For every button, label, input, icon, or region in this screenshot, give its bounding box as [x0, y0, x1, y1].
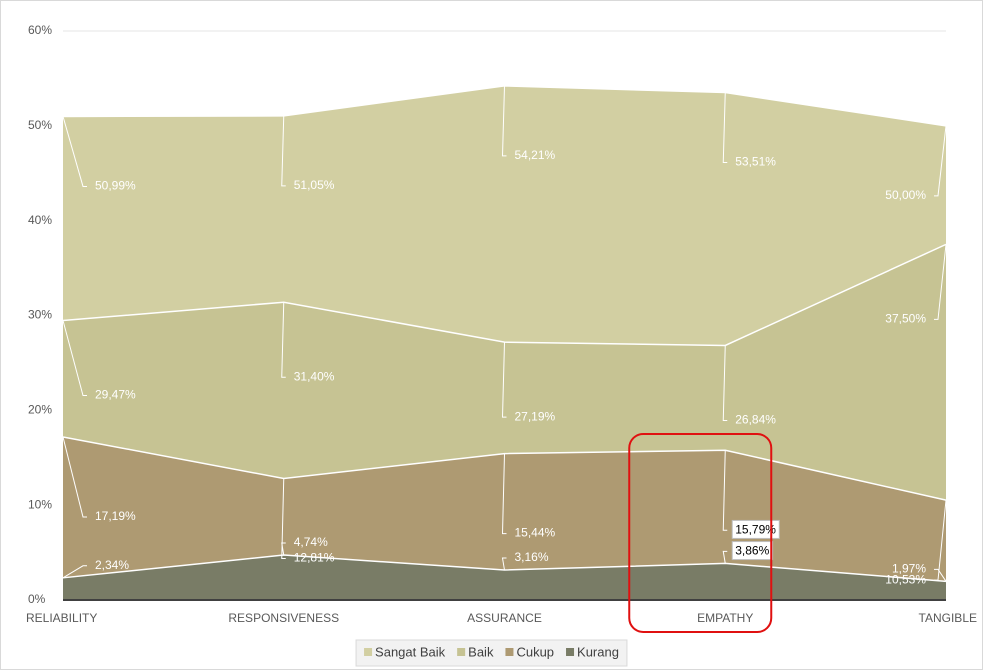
legend-label: Cukup — [516, 644, 554, 659]
x-tick-label: EMPATHY — [697, 611, 753, 625]
data-label: 12,81% — [294, 551, 335, 565]
y-tick-label: 0% — [28, 592, 46, 606]
leader-line — [501, 557, 507, 571]
x-tick-label: TANGIBLE — [919, 611, 977, 625]
data-label: 26,84% — [735, 413, 776, 427]
label-box — [731, 541, 774, 561]
label-box — [731, 519, 780, 539]
legend-label: Baik — [468, 644, 494, 659]
legend-label: Sangat Baik — [375, 644, 446, 659]
data-label: 53,51% — [735, 155, 776, 169]
data-label: 29,47% — [95, 388, 136, 402]
leader-line — [934, 125, 947, 197]
data-label: 3,86% — [735, 544, 769, 558]
data-label: 51,05% — [294, 178, 335, 192]
area-edge — [62, 243, 947, 347]
leader-line — [62, 320, 87, 397]
leader-line — [501, 453, 507, 535]
leader-line — [722, 92, 728, 164]
x-tick-label: ASSURANCE — [467, 611, 542, 625]
leader-line — [62, 436, 87, 518]
data-label: 37,50% — [885, 312, 926, 326]
leader-line — [934, 244, 947, 320]
data-label: 50,99% — [95, 179, 136, 193]
y-tick-label: 60% — [28, 23, 52, 37]
y-tick-label: 40% — [28, 213, 52, 227]
y-tick-label: 50% — [28, 118, 52, 132]
leader-line — [722, 550, 728, 564]
data-label: 27,19% — [515, 409, 556, 423]
area-edge — [62, 436, 947, 501]
x-tick-label: RELIABILITY — [26, 611, 97, 625]
leader-line — [62, 565, 87, 579]
leader-line — [281, 478, 286, 560]
data-label: 3,16% — [515, 550, 549, 564]
highlight-box — [628, 433, 773, 633]
leader-line — [501, 342, 507, 418]
area-edge — [62, 554, 947, 583]
leader-line — [281, 115, 286, 187]
data-label: 1,97% — [892, 561, 926, 575]
y-tick-label: 30% — [28, 308, 52, 322]
data-label: 54,21% — [515, 148, 556, 162]
legend-box — [355, 639, 628, 667]
legend-swatch — [505, 648, 514, 656]
data-label: 15,44% — [515, 526, 556, 540]
leader-line — [62, 116, 87, 187]
data-label: 10,53% — [885, 572, 926, 586]
leader-line — [722, 345, 728, 421]
leader-line — [934, 500, 947, 581]
area — [63, 555, 946, 600]
data-label: 17,19% — [95, 509, 136, 523]
data-label: 50,00% — [885, 188, 926, 202]
leader-line — [281, 302, 286, 378]
y-tick-label: 20% — [28, 403, 52, 417]
data-label: 31,40% — [294, 369, 335, 383]
data-label: 2,34% — [95, 558, 129, 572]
y-tick-label: 10% — [28, 497, 52, 511]
data-label: 4,74% — [294, 535, 328, 549]
x-tick-label: RESPONSIVENESS — [228, 611, 339, 625]
legend-swatch — [566, 648, 575, 656]
legend-swatch — [457, 648, 466, 656]
leader-line — [934, 568, 947, 582]
leader-line — [501, 85, 507, 157]
leader-line — [722, 450, 728, 531]
legend-label: Kurang — [577, 644, 619, 659]
legend-swatch — [364, 648, 373, 656]
data-label: 15,79% — [735, 522, 776, 536]
legend: Sangat Baik Baik Cukup Kurang — [355, 639, 628, 667]
leader-line — [281, 542, 286, 556]
